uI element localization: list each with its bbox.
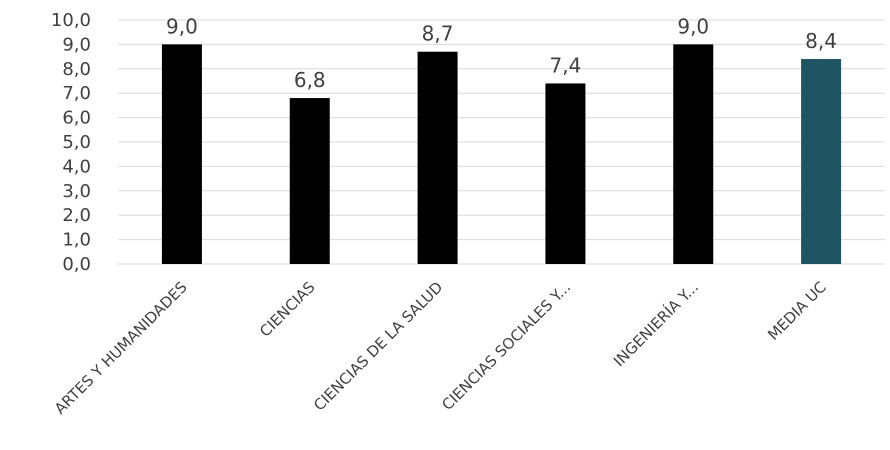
- y-tick-label: 4,0: [62, 156, 91, 177]
- x-category-label: CIENCIAS SOCIALES Y...: [438, 278, 574, 414]
- y-tick-label: 2,0: [62, 205, 91, 226]
- data-label: 6,8: [294, 68, 326, 92]
- y-tick-label: 5,0: [62, 132, 91, 153]
- bars: [161, 44, 842, 265]
- data-label: 9,0: [166, 14, 198, 38]
- data-labels: 9,0 6,8 8,7 7,4 9,0 8,4: [166, 14, 837, 92]
- bar: [545, 83, 586, 264]
- y-tick-label: 7,0: [62, 83, 91, 104]
- bar: [673, 44, 714, 265]
- y-tick-label: 8,0: [62, 59, 91, 80]
- y-tick-label: 9,0: [62, 34, 91, 55]
- bar: [801, 59, 842, 264]
- x-category-label: ARTES Y HUMANIDADES: [51, 278, 191, 418]
- x-category-label: MEDIA UC: [764, 278, 830, 344]
- y-tick-label: 6,0: [62, 108, 91, 129]
- x-category-label: CIENCIAS: [256, 278, 318, 340]
- y-tick-label: 0,0: [62, 254, 91, 275]
- data-label: 9,0: [677, 14, 709, 38]
- x-category-label: INGENIERÍA Y...: [609, 277, 702, 370]
- data-label: 7,4: [550, 53, 582, 77]
- bar: [417, 51, 458, 264]
- bar: [161, 44, 202, 265]
- bar: [289, 98, 330, 264]
- y-tick-label: 1,0: [62, 230, 91, 251]
- gridlines: [118, 19, 885, 265]
- data-label: 8,4: [805, 29, 837, 53]
- y-axis-tick-labels: 0,0 1,0 2,0 3,0 4,0 5,0 6,0 7,0 8,0 9,0 10,0: [51, 10, 91, 275]
- y-tick-label: 3,0: [62, 181, 91, 202]
- data-label: 8,7: [422, 22, 454, 46]
- x-category-label: CIENCIAS DE LA SALUD: [310, 278, 446, 414]
- y-tick-label: 10,0: [51, 10, 91, 31]
